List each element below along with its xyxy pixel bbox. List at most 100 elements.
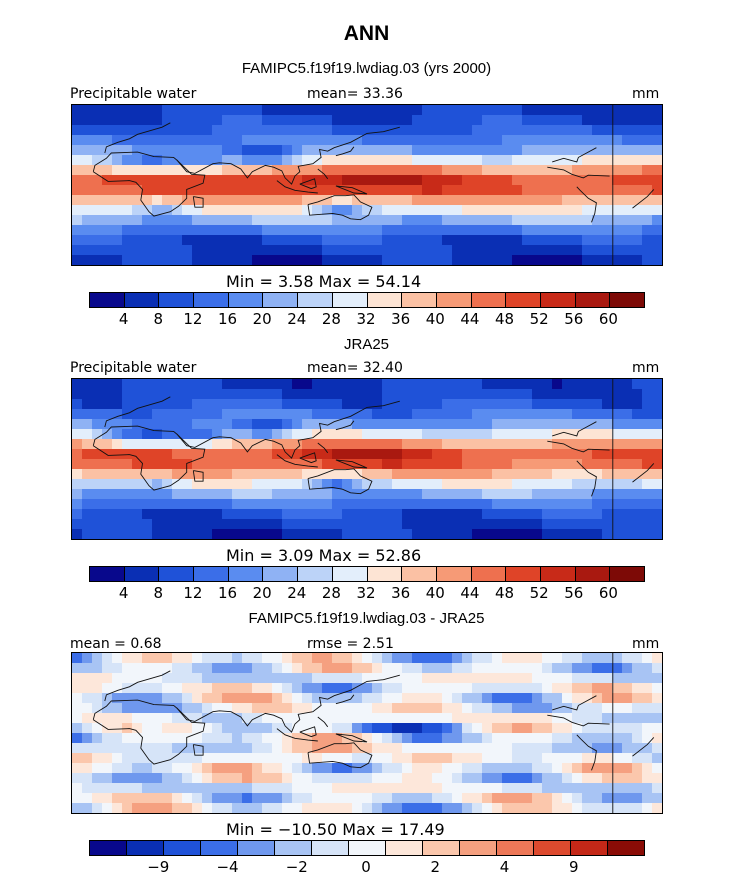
field-cell [82,469,93,480]
field-cell [332,519,343,530]
field-cell [282,255,293,265]
field-cell [242,469,253,480]
field-cell [642,389,653,400]
field-cell [482,155,493,166]
field-cell [252,135,263,146]
field-cell [492,703,503,714]
field-cell [562,409,573,420]
field-cell [92,145,103,156]
field-cell [292,693,303,704]
field-cell [432,663,443,674]
field-cell [412,215,423,226]
field-cell [142,773,153,784]
field-cell [422,409,433,420]
field-cell [602,673,613,684]
field-cell [82,489,93,500]
field-cell [202,479,213,490]
field-cell [382,723,393,734]
field-cell [332,105,343,116]
field-cell [282,399,293,410]
field-cell [182,743,193,754]
field-cell [172,379,183,390]
field-cell [382,175,393,186]
field-cell [132,115,143,126]
panel-3-mean-label: mean = 0.68 [70,636,162,652]
field-cell [102,195,113,206]
field-cell [162,723,173,734]
field-cell [202,529,213,539]
field-cell [462,733,473,744]
field-cell [202,245,213,256]
field-cell [562,773,573,784]
field-cell [242,409,253,420]
colorbar-tick-label: 0 [361,858,371,876]
field-cell [72,793,83,804]
field-cell [332,703,343,714]
field-cell [572,713,583,724]
field-cell [72,115,83,126]
field-cell [302,459,313,470]
field-cell [432,155,443,166]
field-cell [592,529,603,539]
field-cell [162,175,173,186]
field-cell [352,713,363,724]
field-cell [112,255,123,265]
field-cell [322,125,333,136]
field-cell [362,489,373,500]
field-cell [282,105,293,116]
field-cell [542,115,553,126]
field-cell [572,793,583,804]
field-cell [172,105,183,116]
field-cell [472,195,483,206]
field-cell [132,509,143,520]
field-cell [222,673,233,684]
field-cell [422,693,433,704]
field-cell [112,175,123,186]
field-cell [512,379,523,390]
field-cell [472,673,483,684]
field-cell [292,135,303,146]
field-cell [502,713,513,724]
field-cell [602,409,613,420]
field-cell [602,165,613,176]
field-cell [142,763,153,774]
field-cell [162,693,173,704]
field-cell [452,663,463,674]
field-cell [432,235,443,246]
field-cell [472,135,483,146]
field-cell [532,783,543,794]
field-cell [92,469,103,480]
field-cell [192,469,203,480]
field-cell [572,499,583,510]
field-cell [182,499,193,510]
field-cell [572,195,583,206]
field-cell [272,793,283,804]
field-cell [72,409,83,420]
field-cell [392,693,403,704]
field-cell [222,225,233,236]
coastline-path [276,454,318,468]
field-cell [152,429,163,440]
field-cell [302,145,313,156]
field-cell [192,479,203,490]
field-cell [202,399,213,410]
field-cell [322,673,333,684]
field-cell [622,783,633,794]
field-cell [172,683,183,694]
field-cell [202,783,213,794]
field-cell [632,115,643,126]
field-cell [232,499,243,510]
field-cell [602,753,613,764]
field-cell [572,255,583,265]
field-cell [162,459,173,470]
field-cell [212,429,223,440]
field-cell [512,509,523,520]
field-cell [402,225,413,236]
field-cell [282,479,293,490]
field-cell [442,663,453,674]
field-cell [162,673,173,684]
field-cell [262,145,273,156]
field-cell [222,783,233,794]
field-cell [272,215,283,226]
field-cell [482,733,493,744]
